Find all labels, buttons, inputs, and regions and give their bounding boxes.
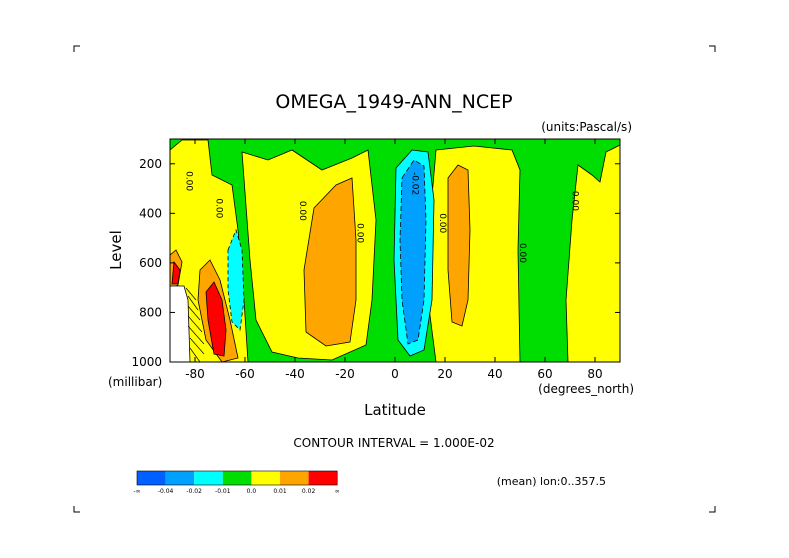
y-axis-label: Level <box>107 230 125 270</box>
colorbar-swatch <box>251 471 280 485</box>
colorbar-label: -0.02 <box>186 488 202 495</box>
y-unit-label: (millibar) <box>108 375 162 389</box>
southern-edge-red-cell <box>171 260 181 285</box>
chart-title: OMEGA_1949-ANN_NCEP <box>275 91 512 113</box>
colorbar-frame <box>136 470 338 486</box>
x-tick-label: 40 <box>487 367 502 381</box>
y-tick-label: 800 <box>139 305 162 319</box>
colorbar-swatch <box>308 471 338 485</box>
colorbar-swatch <box>280 471 309 485</box>
crop-mark-bottom-left <box>73 506 80 513</box>
colorbar-label: ∞ <box>335 488 340 495</box>
crop-mark-bottom-right <box>709 506 716 513</box>
colorbar-label: 0.01 <box>273 488 287 495</box>
y-tick-label: 200 <box>139 157 162 171</box>
x-tick-label: -40 <box>285 367 305 381</box>
x-axis-label: Latitude <box>364 401 426 419</box>
colorbar-swatch <box>137 471 166 485</box>
itcz-blue-core <box>399 159 427 345</box>
x-tick-label: 80 <box>587 367 602 381</box>
x-tick-label: -80 <box>185 367 205 381</box>
contour-label: -0.02 <box>410 172 420 195</box>
contour-field: 0.00 0.00 0.00 0.00 -0.02 0.00 0.00 0.00 <box>170 139 620 362</box>
colorbar-swatch <box>165 471 195 485</box>
contour-label: 0.00 <box>213 198 223 218</box>
x-tick-label: 20 <box>437 367 452 381</box>
y-tick-label: 1000 <box>131 355 162 369</box>
crop-mark-top-right <box>709 45 716 52</box>
colorbar-label: 0.02 <box>302 488 316 495</box>
northern-polar-yellow-region <box>565 144 620 362</box>
crop-marks <box>73 45 716 513</box>
northern-subtropics-orange-cell <box>447 164 471 327</box>
x-tick-label: -60 <box>235 367 255 381</box>
colorbar-swatch <box>222 471 252 485</box>
x-tick-label: 0 <box>391 367 399 381</box>
contour-label: 0.00 <box>297 201 307 221</box>
x-tick-label: 60 <box>537 367 552 381</box>
colorbar-label: -0.01 <box>215 488 231 495</box>
mean-text: (mean) lon:0..357.5 <box>497 475 606 488</box>
contour-interval-text: CONTOUR INTERVAL = 1.000E-02 <box>293 436 494 450</box>
contour-label: 0.00 <box>517 243 527 263</box>
colorbar-label: 0.0 <box>247 488 257 495</box>
dense-contour-hatching <box>185 287 205 362</box>
colorbar: -∞ -0.04 -0.02 -0.01 0.0 0.01 0.02 ∞ <box>133 470 340 495</box>
southern-polar-red-cell <box>205 281 227 357</box>
units-label: (units:Pascal/s) <box>541 120 632 134</box>
colorbar-label: -0.04 <box>158 488 174 495</box>
contour-labels: 0.00 0.00 0.00 0.00 -0.02 0.00 0.00 0.00 <box>183 171 579 263</box>
y-tick-label: 400 <box>139 206 162 220</box>
contour-label: 0.00 <box>183 171 193 191</box>
contour-label: 0.00 <box>437 213 447 233</box>
x-axis-ticks: -80 -60 -40 -20 0 20 40 60 80 <box>185 139 603 381</box>
crop-mark-top-left <box>73 45 80 52</box>
x-unit-label: (degrees_north) <box>538 382 634 396</box>
y-tick-label: 600 <box>139 256 162 270</box>
northern-subtropics-yellow-region <box>427 145 521 362</box>
colorbar-swatch <box>194 471 223 485</box>
x-tick-label: -20 <box>335 367 355 381</box>
antarctic-topography-mask <box>170 285 191 362</box>
y-axis-ticks: 200 400 600 800 1000 <box>131 157 620 369</box>
contour-label: 0.00 <box>355 223 365 243</box>
southern-polar-cyan-strip <box>227 228 245 331</box>
colorbar-label: -∞ <box>133 488 140 495</box>
contour-label: 0.00 <box>570 191 580 211</box>
southern-subtropics-orange-cell <box>303 177 357 347</box>
